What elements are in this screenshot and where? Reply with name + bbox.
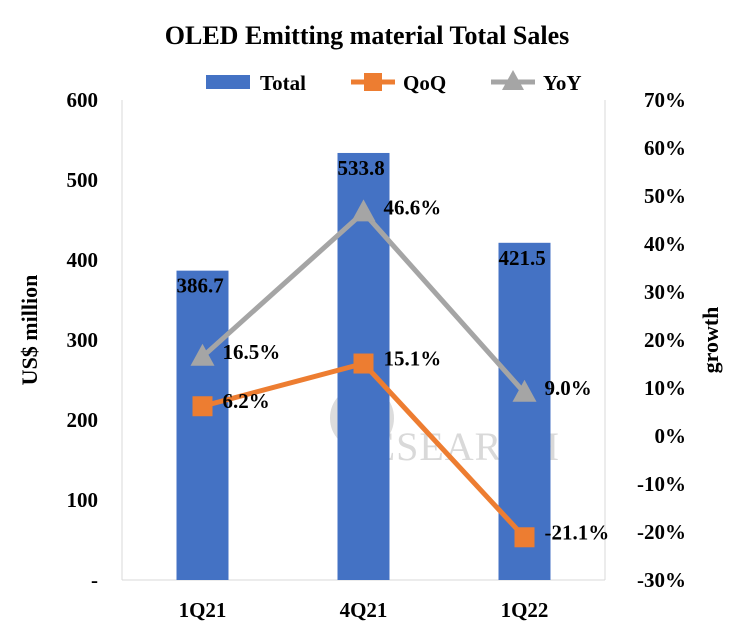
bar-1q21 (176, 270, 229, 580)
yoy-data-label: 9.0% (545, 376, 592, 400)
data-labels: 386.7 533.8 421.5 6.2% 15.1% -21.1% 16.5% 46.6%… (177, 156, 610, 544)
bar-data-label: 421.5 (499, 246, 546, 270)
bar-1q22 (498, 242, 551, 581)
y-tick-label: 300 (67, 328, 99, 352)
y2-tick-label: 50% (644, 184, 686, 208)
marker-yoy (512, 379, 537, 402)
legend-label-total: Total (260, 71, 306, 95)
y2-tick-label: 10% (644, 376, 686, 400)
y2-tick-label: 70% (644, 88, 686, 112)
y-axis-title: US$ million (17, 275, 42, 386)
y2-tick-label: 20% (644, 328, 686, 352)
x-tick-label: 1Q21 (179, 598, 227, 622)
y-tick-label: 100 (67, 488, 99, 512)
qoq-data-label: -21.1% (545, 520, 610, 544)
bars (176, 152, 551, 581)
legend-swatch-total (206, 75, 250, 89)
y2-tick-label: -20% (637, 520, 686, 544)
series-lines (190, 199, 537, 548)
y-tick-label: 200 (67, 408, 99, 432)
bar-data-label: 386.7 (177, 274, 224, 298)
marker-yoy (351, 199, 376, 222)
y2-tick-label: 30% (644, 280, 686, 304)
axes: - 100 200 300 400 500 600 -30% -20% -10% 0% 10% 20% 3… (67, 88, 687, 622)
legend-marker-yoy (502, 70, 524, 90)
y2-tick-label: 0% (655, 424, 687, 448)
y2-axis-title: growth (698, 307, 723, 374)
marker-yoy (190, 343, 215, 366)
yoy-data-label: 16.5% (223, 340, 281, 364)
qoq-data-label: 6.2% (223, 389, 270, 413)
y2-tick-label: 40% (644, 232, 686, 256)
marker-qoq (353, 353, 374, 374)
legend-label-qoq: QoQ (403, 71, 446, 95)
marker-qoq (514, 527, 535, 548)
y2-tick-label: 60% (644, 136, 686, 160)
legend-label-yoy: YoY (543, 71, 582, 95)
chart-title: OLED Emitting material Total Sales (165, 21, 569, 50)
legend: Total QoQ YoY (206, 70, 582, 95)
y-tick-label: - (91, 568, 98, 592)
bar-data-label: 533.8 (338, 156, 385, 180)
x-tick-label: 1Q22 (501, 598, 549, 622)
y-tick-label: 600 (67, 88, 99, 112)
qoq-data-label: 15.1% (384, 347, 442, 371)
y-tick-label: 500 (67, 168, 99, 192)
legend-marker-qoq (364, 73, 382, 91)
y2-tick-label: -10% (637, 472, 686, 496)
y2-tick-label: -30% (637, 568, 686, 592)
y-tick-label: 400 (67, 248, 99, 272)
yoy-data-label: 46.6% (384, 195, 442, 219)
marker-qoq (192, 396, 213, 417)
x-tick-label: 4Q21 (340, 598, 388, 622)
